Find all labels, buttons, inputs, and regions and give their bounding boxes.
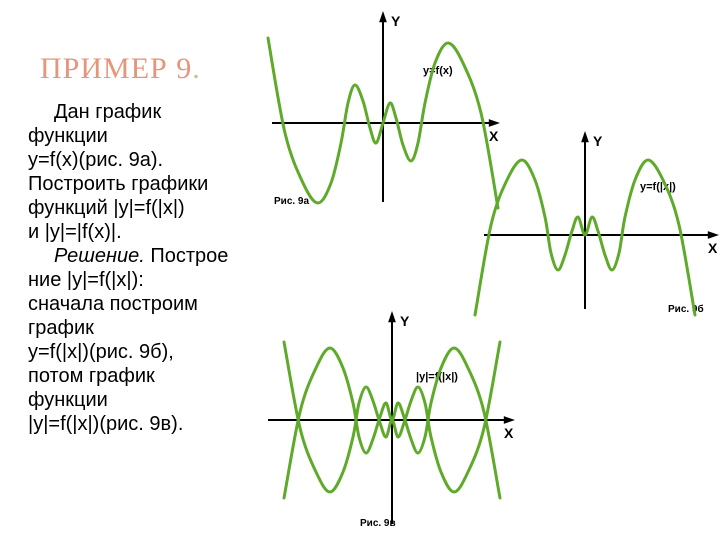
svg-text:X: X xyxy=(504,425,514,441)
svg-text:Y: Y xyxy=(400,313,410,329)
problem-text: Дан графикфункцииy=f(x)(рис. 9а).Построи… xyxy=(28,100,266,436)
title-dot: . xyxy=(192,52,201,85)
chart-9v: YX|y|=f(|x|)Рис. 9в xyxy=(264,310,512,530)
text-paragraph: Решение. Построение |y|=f(|x|):сначала п… xyxy=(28,244,266,436)
svg-text:Рис. 9а: Рис. 9а xyxy=(274,196,309,207)
svg-text:Y: Y xyxy=(391,13,401,29)
svg-text:y=f(x): y=f(x) xyxy=(423,65,453,77)
title-text: ПРИМЕР 9 xyxy=(40,52,192,85)
svg-text:Y: Y xyxy=(593,133,603,149)
svg-text:Рис. 9в: Рис. 9в xyxy=(360,518,396,529)
svg-text:Рис. 9б: Рис. 9б xyxy=(668,303,704,315)
svg-text:y=f(|x|): y=f(|x|) xyxy=(640,181,676,193)
svg-text:X: X xyxy=(708,240,718,256)
chart-9a: YXy=f(x)Рис. 9а xyxy=(268,8,498,208)
text-paragraph: Дан графикфункцииy=f(x)(рис. 9а).Построи… xyxy=(28,100,266,244)
page: { "title": { "text": "ПРИМЕР 9", "dot": … xyxy=(0,0,720,540)
example-title: ПРИМЕР 9. xyxy=(40,52,201,86)
chart-9b: Y Xy=f(|x|) Рис. 9б xyxy=(480,130,718,315)
